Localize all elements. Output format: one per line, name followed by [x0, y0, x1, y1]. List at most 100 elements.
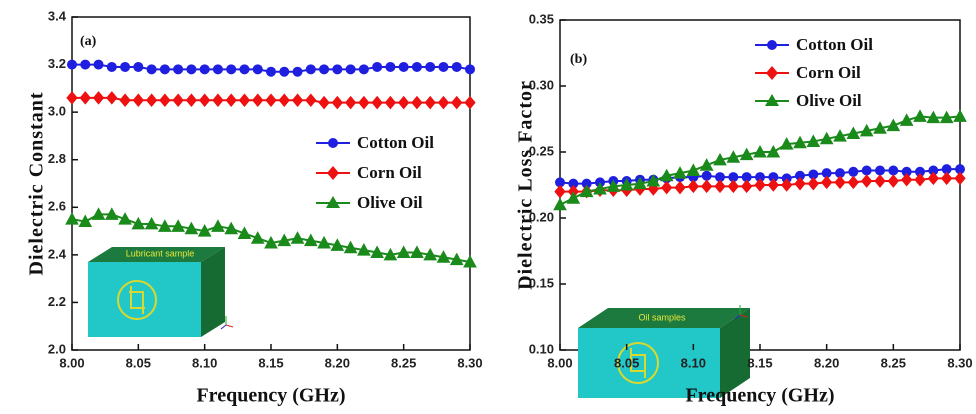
marker-diamond	[319, 97, 329, 109]
y-axis-title: Dielectric Constant	[26, 92, 48, 276]
marker-circle	[293, 67, 302, 76]
inset-a: Lubricant sample	[88, 247, 233, 337]
y-tick-label: 2.6	[48, 199, 66, 214]
marker-diamond	[372, 97, 382, 109]
marker-circle	[426, 62, 435, 71]
marker-triangle	[687, 164, 699, 175]
marker-circle	[412, 62, 421, 71]
marker-diamond	[822, 176, 832, 188]
marker-diamond	[266, 94, 276, 106]
marker-diamond	[200, 94, 210, 106]
marker-circle	[320, 65, 329, 74]
marker-triangle	[292, 232, 304, 243]
marker-triangle	[887, 120, 899, 131]
marker-circle	[160, 65, 169, 74]
marker-diamond	[94, 92, 104, 104]
legend-label: Cotton Oil	[796, 35, 873, 54]
marker-diamond	[742, 180, 752, 192]
marker-diamond	[306, 94, 316, 106]
x-tick-label: 8.10	[192, 355, 217, 370]
marker-diamond	[120, 94, 130, 106]
marker-diamond	[399, 97, 409, 109]
marker-diamond	[186, 94, 196, 106]
marker-circle	[452, 62, 461, 71]
marker-diamond	[465, 97, 475, 109]
marker-diamond	[715, 180, 725, 192]
marker-circle	[862, 166, 871, 175]
marker-circle	[876, 166, 885, 175]
marker-diamond	[928, 172, 938, 184]
marker-circle	[359, 65, 368, 74]
x-tick-label: 8.30	[947, 355, 972, 370]
marker-diamond	[332, 97, 342, 109]
marker-diamond	[412, 97, 422, 109]
y-tick-label: 2.2	[48, 294, 66, 309]
marker-diamond	[213, 94, 223, 106]
marker-diamond	[226, 94, 236, 106]
marker-circle	[134, 62, 143, 71]
legend-marker	[328, 138, 338, 148]
marker-circle	[174, 65, 183, 74]
x-tick-label: 8.20	[814, 355, 839, 370]
marker-circle	[466, 65, 475, 74]
legend-label: Cotton Oil	[357, 133, 434, 152]
x-tick-label: 8.25	[881, 355, 906, 370]
marker-circle	[121, 62, 130, 71]
marker-triangle	[212, 220, 224, 231]
marker-diamond	[768, 179, 778, 191]
marker-diamond	[173, 94, 183, 106]
marker-diamond	[755, 179, 765, 191]
x-tick-label: 8.30	[457, 355, 482, 370]
marker-diamond	[888, 175, 898, 187]
marker-circle	[94, 60, 103, 69]
marker-circle	[889, 166, 898, 175]
marker-diamond	[688, 180, 698, 192]
marker-circle	[147, 65, 156, 74]
marker-circle	[253, 65, 262, 74]
y-tick-label: 2.4	[48, 246, 67, 261]
x-tick-label: 8.00	[547, 355, 572, 370]
marker-diamond	[795, 178, 805, 190]
marker-diamond	[107, 92, 117, 104]
marker-circle	[267, 67, 276, 76]
marker-triangle	[701, 159, 713, 170]
panel-label: (a)	[80, 34, 97, 49]
legend-label: Corn Oil	[796, 63, 861, 82]
x-tick-label: 8.15	[258, 355, 283, 370]
marker-circle	[346, 65, 355, 74]
marker-diamond	[67, 92, 77, 104]
inset-label: Oil samples	[638, 312, 686, 322]
x-axis-title: Frequency (GHz)	[196, 385, 345, 407]
marker-diamond	[875, 175, 885, 187]
y-tick-label: 3.2	[48, 56, 66, 71]
x-tick-label: 8.10	[681, 355, 706, 370]
y-tick-label: 2.8	[48, 151, 66, 166]
marker-circle	[213, 65, 222, 74]
y-tick-label: 0.35	[529, 11, 554, 26]
marker-circle	[386, 62, 395, 71]
marker-circle	[227, 65, 236, 74]
marker-diamond	[385, 97, 395, 109]
inset-label: Lubricant sample	[126, 248, 195, 258]
marker-diamond	[359, 97, 369, 109]
marker-triangle	[567, 192, 579, 203]
marker-diamond	[425, 97, 435, 109]
x-axis-title: Frequency (GHz)	[685, 385, 834, 407]
x-tick-label: 8.05	[126, 355, 151, 370]
marker-diamond	[942, 172, 952, 184]
marker-circle	[200, 65, 209, 74]
marker-diamond	[902, 174, 912, 186]
marker-diamond	[293, 94, 303, 106]
marker-diamond	[675, 182, 685, 194]
y-tick-label: 2.0	[48, 341, 66, 356]
marker-triangle	[66, 213, 78, 224]
marker-circle	[333, 65, 342, 74]
legend-marker	[767, 40, 777, 50]
y-tick-label: 3.4	[48, 8, 67, 23]
marker-circle	[399, 62, 408, 71]
x-tick-label: 8.20	[325, 355, 350, 370]
marker-diamond	[555, 186, 565, 198]
marker-diamond	[702, 180, 712, 192]
marker-circle	[240, 65, 249, 74]
marker-diamond	[835, 176, 845, 188]
